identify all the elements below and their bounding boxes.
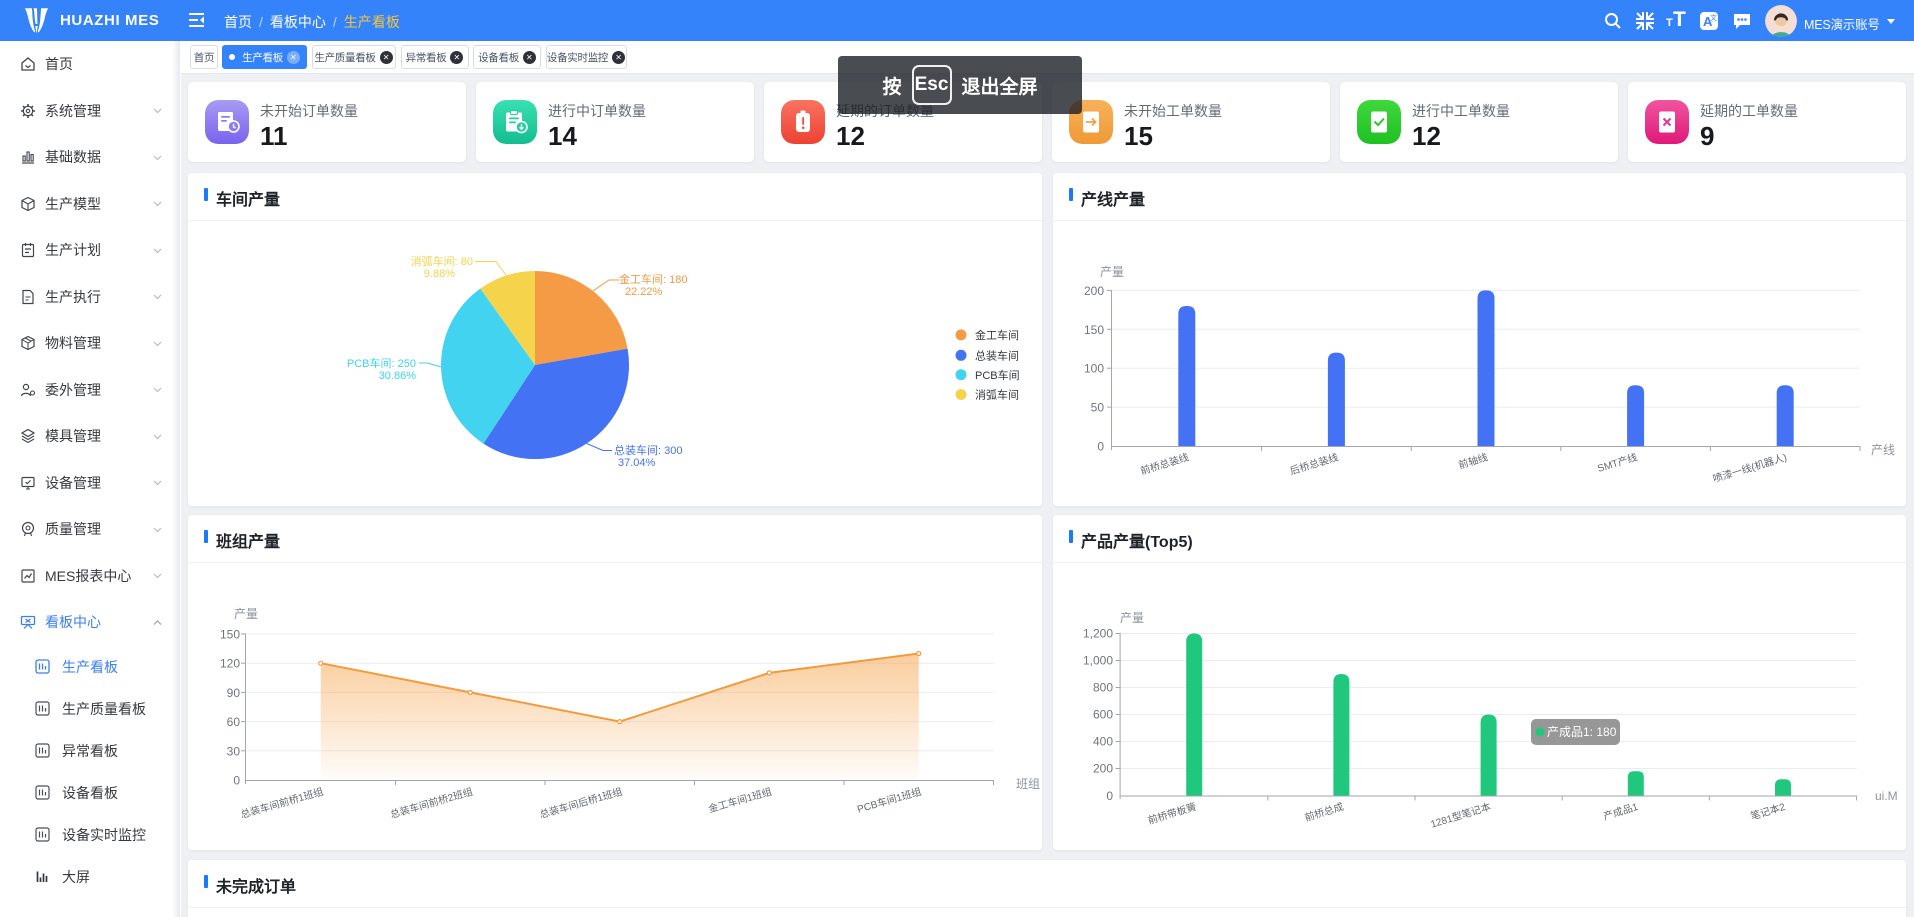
svg-text:产线: 产线 <box>1871 443 1895 457</box>
svg-text:产量: 产量 <box>234 607 258 621</box>
svg-text:产成品1: 180: 产成品1: 180 <box>1547 725 1617 739</box>
svg-text:喷漆一线(机器人): 喷漆一线(机器人) <box>1711 450 1788 485</box>
svg-text:后桥总装线: 后桥总装线 <box>1288 450 1340 477</box>
svg-text:800: 800 <box>1093 681 1113 695</box>
svg-text:1,000: 1,000 <box>1083 654 1113 668</box>
svg-text:总装车间: 总装车间 <box>975 349 1019 363</box>
svg-text:PCB车间: PCB车间 <box>975 368 1020 382</box>
svg-text:金工车间1班组: 金工车间1班组 <box>707 785 774 816</box>
svg-text:总装车间后桥1班组: 总装车间后桥1班组 <box>538 785 624 821</box>
svg-text:产量: 产量 <box>1100 265 1124 279</box>
svg-text:消弧车间: 消弧车间 <box>975 388 1019 402</box>
svg-text:200: 200 <box>1084 284 1104 298</box>
svg-text:PCB车间1班组: PCB车间1班组 <box>856 785 923 816</box>
svg-text:150: 150 <box>1084 323 1104 337</box>
svg-text:总装车间: 300: 总装车间: 300 <box>614 443 682 457</box>
svg-text:前桥总装线: 前桥总装线 <box>1139 450 1191 477</box>
svg-text:ui.M: ui.M <box>1875 789 1898 803</box>
svg-text:T: T <box>1666 17 1673 29</box>
svg-text:前轴线: 前轴线 <box>1457 450 1489 471</box>
svg-text:SMT产线: SMT产线 <box>1596 450 1639 474</box>
svg-text:产成品1: 产成品1 <box>1602 800 1640 823</box>
svg-text:30: 30 <box>227 744 241 758</box>
svg-text:600: 600 <box>1093 708 1113 722</box>
svg-text:A: A <box>1703 14 1713 29</box>
svg-text:0: 0 <box>1106 789 1113 803</box>
svg-text:37.04%: 37.04% <box>618 457 656 469</box>
svg-text:金工车间: 金工车间 <box>975 328 1019 342</box>
svg-text:9.88%: 9.88% <box>424 268 455 280</box>
svg-text:50: 50 <box>1091 401 1105 415</box>
svg-text:150: 150 <box>220 628 240 642</box>
svg-text:前桥带板簧: 前桥带板簧 <box>1146 800 1198 827</box>
svg-text:90: 90 <box>227 686 241 700</box>
svg-text:消弧车间: 80: 消弧车间: 80 <box>411 254 473 268</box>
svg-text:前桥总成: 前桥总成 <box>1303 800 1345 824</box>
svg-text:60: 60 <box>227 715 241 729</box>
svg-text:PCB车间: 250: PCB车间: 250 <box>347 356 416 370</box>
svg-text:文: 文 <box>1710 13 1717 22</box>
svg-text:100: 100 <box>1084 362 1104 376</box>
svg-text:30.86%: 30.86% <box>379 370 417 382</box>
svg-text:1,200: 1,200 <box>1083 627 1113 641</box>
svg-text:产量: 产量 <box>1120 611 1144 625</box>
svg-text:1281型笔记本: 1281型笔记本 <box>1429 800 1492 831</box>
svg-text:总装车间前桥2班组: 总装车间前桥2班组 <box>388 785 474 821</box>
svg-text:0: 0 <box>233 774 240 788</box>
svg-text:金工车间: 180: 金工车间: 180 <box>619 272 687 286</box>
svg-text:120: 120 <box>220 657 240 671</box>
svg-text:班组: 班组 <box>1016 777 1040 791</box>
svg-text:总装车间前桥1班组: 总装车间前桥1班组 <box>239 785 325 821</box>
svg-text:400: 400 <box>1093 735 1113 749</box>
svg-text:200: 200 <box>1093 762 1113 776</box>
svg-text:22.22%: 22.22% <box>625 286 663 298</box>
svg-text:0: 0 <box>1097 440 1104 454</box>
svg-text:T: T <box>1673 9 1686 29</box>
svg-text:笔记本2: 笔记本2 <box>1749 800 1787 823</box>
